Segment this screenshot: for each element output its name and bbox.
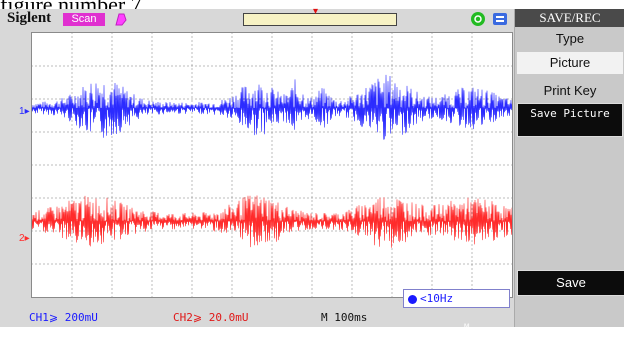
usb-icon: [493, 13, 507, 25]
memory-position-bar: [243, 13, 397, 26]
print-key-button[interactable]: Save Picture: [517, 103, 623, 137]
trigger-frequency-value: <10Hz: [420, 292, 454, 305]
trigger-frequency-readout: <10Hz: [403, 289, 510, 308]
ch2-scale-readout: CH2⩾ 20.0mU: [173, 311, 249, 324]
timebase-readout: M 100ms: [321, 311, 368, 324]
oscilloscope-display: Siglent Scan ▾ 1▸ 2▸ <10Hz CH1⩾ 200mU CH…: [0, 6, 624, 351]
ch1-waveform: [32, 74, 512, 140]
brand-logo: Siglent: [7, 10, 52, 26]
ch1-level-marker[interactable]: 1▸: [19, 106, 30, 117]
ch1-scale-readout: CH1⩾ 200mU: [29, 311, 98, 324]
print-key-label: Print Key: [543, 83, 597, 98]
run-status-icon: [471, 12, 485, 26]
scan-icon: [115, 13, 127, 26]
type-option-button[interactable]: Picture: [517, 52, 623, 74]
save-button[interactable]: Save: [517, 270, 624, 296]
ch1-marker-label: 1: [19, 106, 25, 117]
top-status-bar: Siglent Scan ▾: [0, 6, 514, 30]
bottom-status-bar: CH1⩾ 200mU CH2⩾ 20.0mU M 100ms M Pos:0.0…: [0, 309, 518, 351]
print-key-value: Save Picture: [530, 107, 610, 120]
graticule-grid: [32, 33, 512, 297]
memory-position-readout: M Pos:0.00ms: [464, 323, 519, 351]
menu-title: SAVE/REC: [515, 9, 624, 27]
ch2-waveform: [32, 195, 512, 248]
trigger-counter-icon: [408, 294, 417, 304]
type-option-label: Type: [555, 31, 585, 46]
acquire-mode-badge: Scan: [63, 13, 105, 26]
waveform-graticule: [32, 33, 512, 297]
waveform-screen: [31, 32, 513, 298]
trigger-marker-icon: ▾: [313, 6, 319, 17]
softkey-menu: SAVE/REC Type ◂ Picture Print Key Save P…: [514, 9, 624, 327]
ch2-level-marker[interactable]: 2▸: [19, 233, 30, 244]
ch2-marker-label: 2: [19, 233, 25, 244]
